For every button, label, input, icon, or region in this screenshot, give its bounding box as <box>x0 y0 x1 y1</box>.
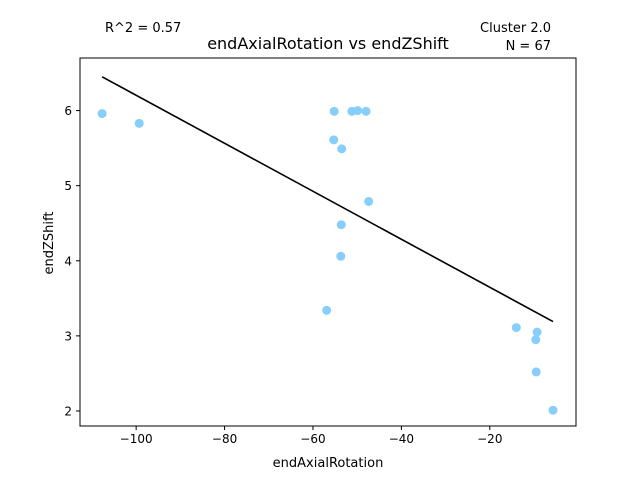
y-tick-label: 3 <box>64 329 72 343</box>
y-axis-label: endZShift <box>42 212 57 275</box>
data-point-13 <box>532 327 542 337</box>
y-tick-label: 5 <box>64 179 72 193</box>
axes-frame <box>79 57 577 427</box>
data-point-15 <box>531 367 541 377</box>
plot-area: −100 −80 −60 −40 −20 2 3 4 5 6 <box>64 57 577 446</box>
data-point-9 <box>336 220 346 230</box>
data-point-1 <box>134 118 144 128</box>
regression-line <box>101 76 554 323</box>
data-point-6 <box>329 135 339 145</box>
x-tick-label: −60 <box>300 432 325 446</box>
data-point-10 <box>336 251 346 261</box>
count-annotation: N = 67 <box>506 39 551 54</box>
data-point-16 <box>548 405 558 415</box>
y-tick-label: 4 <box>64 254 72 268</box>
data-point-7 <box>337 144 347 154</box>
data-point-14 <box>531 335 541 345</box>
x-tick-label: −80 <box>212 432 237 446</box>
data-point-2 <box>329 106 339 116</box>
cluster-annotation: Cluster 2.0 <box>480 21 551 36</box>
y-tick-label: 2 <box>64 404 72 418</box>
data-point-8 <box>364 196 374 206</box>
chart-title: endAxialRotation vs endZShift <box>207 34 449 53</box>
r-squared-annotation: R^2 = 0.57 <box>105 21 181 36</box>
x-tick-label: −40 <box>389 432 414 446</box>
data-point-0 <box>97 109 107 119</box>
data-point-4 <box>353 106 363 116</box>
data-point-11 <box>322 305 332 315</box>
data-point-12 <box>511 323 521 333</box>
x-tick-label: −20 <box>477 432 502 446</box>
x-tick-label: −100 <box>120 432 153 446</box>
data-point-5 <box>361 106 371 116</box>
x-axis-label: endAxialRotation <box>273 456 384 471</box>
y-tick-label: 6 <box>64 104 72 118</box>
